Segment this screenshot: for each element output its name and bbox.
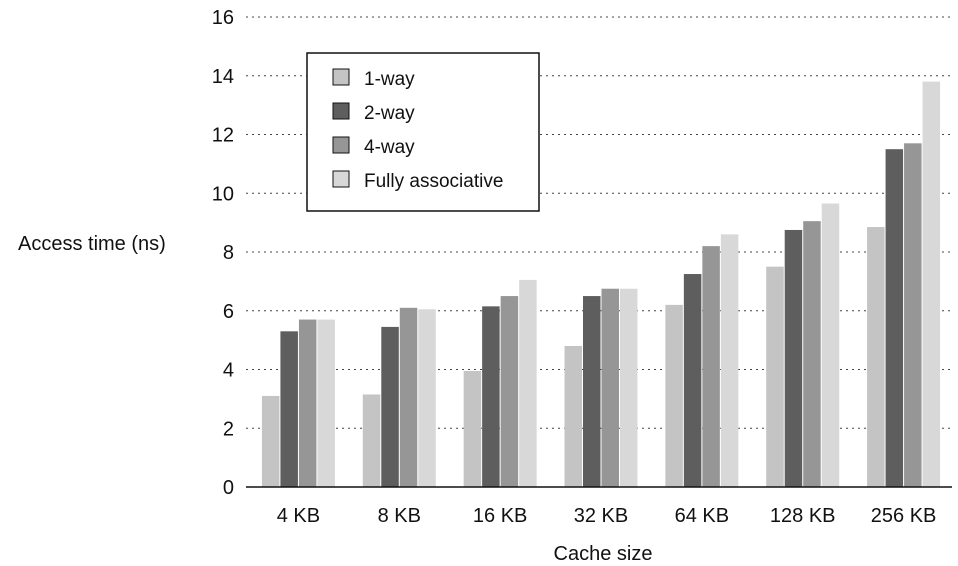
y-tick-label: 2 [223, 418, 234, 440]
bar-2-way-32kb [583, 296, 601, 487]
y-tick-label: 4 [223, 360, 234, 382]
x-tick-label: 256 KB [871, 505, 937, 527]
y-tick-labels: 0 2 4 6 8 10 12 14 16 [212, 7, 234, 499]
bar-fully-associative-256kb [922, 81, 941, 487]
bar-4-way-128kb [803, 221, 821, 487]
bar-4-way-16kb [500, 296, 519, 487]
bar-4-way-64kb [702, 246, 720, 487]
y-tick-label: 14 [212, 66, 234, 88]
y-tick-label: 16 [212, 7, 234, 29]
bar-1-way-16kb [463, 370, 482, 487]
x-tick-label: 4 KB [277, 505, 320, 527]
y-tick-label: 10 [212, 183, 234, 205]
bar-fully-associative-4kb [317, 319, 335, 487]
legend-label: 4-way [364, 137, 415, 158]
bar-4-way-32kb [601, 288, 619, 487]
bar-4-way-8kb [399, 307, 418, 487]
bar-1-way-256kb [867, 227, 885, 487]
legend-swatch [332, 170, 350, 188]
legend-swatch [332, 136, 350, 154]
legend-swatch [332, 68, 350, 86]
bar-fully-associative-32kb [620, 288, 638, 487]
y-tick-label: 12 [212, 125, 234, 147]
bar-4-way-256kb [904, 143, 922, 487]
y-tick-label: 6 [223, 301, 234, 323]
bar-1-way-8kb [362, 394, 381, 487]
bar-2-way-16kb [482, 306, 500, 487]
bar-fully-associative-128kb [821, 203, 840, 487]
bar-2-way-8kb [381, 326, 399, 487]
legend: 1-way 2-way 4-way Fully associative [306, 52, 540, 212]
bars [261, 81, 941, 487]
bar-1-way-64kb [665, 304, 683, 487]
bar-fully-associative-64kb [720, 234, 739, 487]
bar-2-way-4kb [280, 331, 298, 487]
y-axis-title: Access time (ns) [18, 233, 166, 255]
legend-label: 2-way [364, 103, 415, 124]
x-tick-label: 128 KB [770, 505, 836, 527]
bar-2-way-64kb [683, 274, 702, 487]
bar-fully-associative-8kb [418, 309, 436, 487]
x-tick-labels: 4 KB 8 KB 16 KB 32 KB 64 KB 128 KB 256 KB [277, 505, 937, 527]
legend-label: Fully associative [364, 171, 503, 192]
x-tick-label: 32 KB [574, 505, 628, 527]
bar-4-way-4kb [298, 319, 317, 487]
bar-2-way-256kb [885, 149, 904, 487]
x-tick-label: 64 KB [675, 505, 729, 527]
bar-fully-associative-16kb [519, 279, 537, 487]
bar-1-way-128kb [766, 266, 784, 487]
bar-1-way-32kb [564, 346, 582, 487]
legend-swatch [332, 102, 350, 120]
x-tick-label: 8 KB [378, 505, 421, 527]
y-tick-label: 8 [223, 242, 234, 264]
bar-1-way-4kb [261, 395, 280, 487]
bar-2-way-128kb [784, 229, 803, 487]
x-axis-title: Cache size [554, 543, 653, 565]
x-tick-label: 16 KB [473, 505, 527, 527]
y-tick-label: 0 [223, 477, 234, 499]
legend-label: 1-way [364, 69, 415, 90]
